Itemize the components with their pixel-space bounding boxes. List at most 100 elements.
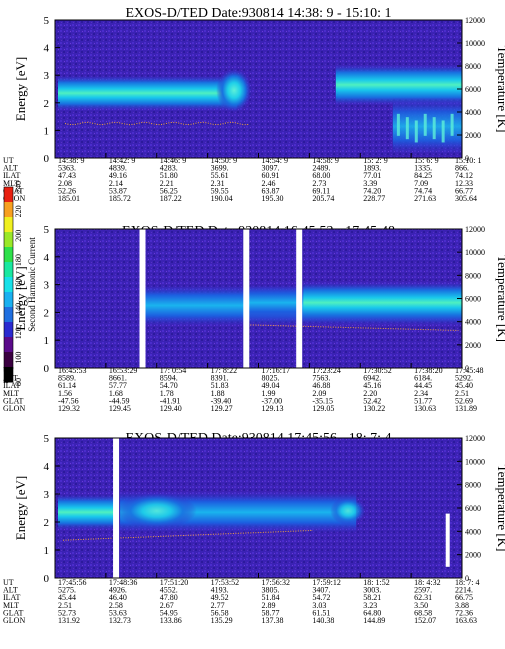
table-cell: 2.73 [312,179,326,188]
table-cell: 61.14 [58,381,76,390]
table-cell: 3407. [312,586,330,595]
table-cell: 17:38:20 [414,366,442,375]
y2-tick-label: 6000 [465,85,481,94]
table-cell: 46.88 [312,381,330,390]
table-row-label: MLT [3,389,19,398]
y2-tick-label: 8000 [465,271,481,280]
y-tick-label: 2 [44,307,50,319]
table-cell: 14:58: 9 [312,156,338,165]
ion-streak [405,117,409,140]
y2-tick-label: 6000 [465,504,481,513]
table-cell: 6184. [414,374,432,383]
table-cell: -39.40 [211,396,232,405]
table-cell: 2.58 [109,601,123,610]
y-tick-label: 4 [44,252,50,264]
ion-streak [432,117,436,140]
colorbar-tick-label: 180 [14,254,23,266]
table-cell: 3.23 [363,601,377,610]
y-tick-label: 4 [44,461,50,473]
table-cell: -37.00 [262,396,283,405]
table-cell: 12.33 [455,179,473,188]
panel-1: EXOS-D/TED Date:930814 14:38: 9 - 15:10:… [3,6,505,203]
y2-axis-label: Temperature [K] [495,465,505,552]
data-gap [113,438,120,578]
table-cell: 64.80 [363,608,381,617]
table-cell: 4552. [160,586,178,595]
table-cell: 53.63 [109,608,127,617]
colorbar-segment [4,262,13,278]
table-cell: -47.56 [58,396,79,405]
y-axis-label: Energy [eV] [13,476,28,540]
table-cell: 47.43 [58,171,76,180]
table-cell: 66.77 [455,186,473,195]
y2-tick-label: 4000 [465,108,481,117]
y-tick-label: 0 [44,573,50,585]
colorbar-label: Second Harmonic Current [27,237,37,332]
table-cell: 195.30 [262,194,284,203]
ion-band-early [58,494,115,531]
table-cell: 14:42: 9 [109,156,135,165]
y-tick-label: 2 [44,517,50,529]
y-tick-label: 3 [44,70,50,82]
table-cell: 15: 6: 9 [414,156,438,165]
table-cell: 228.77 [363,194,385,203]
table-cell: 17:23:24 [312,366,340,375]
table-cell: 17:45:48 [455,366,483,375]
table-cell: 3699. [211,164,229,173]
table-cell: 58.77 [262,608,280,617]
y2-tick-label: 4000 [465,318,481,327]
ion-band-end [330,496,367,525]
colorbar-tick-label: 80 [14,378,23,386]
table-cell: 130.22 [363,404,385,413]
y-tick-label: 1 [44,125,50,137]
table-cell: -41.91 [160,396,181,405]
y2-tick-label: 6000 [465,295,481,304]
table-cell: 1.56 [58,389,72,398]
y-tick-label: 5 [44,433,50,445]
table-cell: 62.31 [414,593,432,602]
table-cell: 44.45 [414,381,432,390]
table-cell: 6942. [363,374,381,383]
table-cell: 2.08 [58,179,72,188]
table-cell: 8661. [109,374,127,383]
table-cell: 144.89 [363,616,385,625]
y2-axis-label: Temperature [K] [495,46,505,133]
colorbar-segment [4,292,13,308]
table-cell: 17:30:52 [363,366,391,375]
table-row-label: GLON [3,616,25,625]
table-cell: 74.74 [414,186,432,195]
ion-streak [441,120,445,143]
table-cell: 14:54: 9 [262,156,288,165]
colorbar-tick-label: 220 [14,205,23,217]
table-cell: 8589. [58,374,76,383]
table-cell: 66.75 [455,593,473,602]
table-cell: 14:38: 9 [58,156,84,165]
table-cell: 17:16:17 [262,366,290,375]
y-tick-label: 1 [44,545,50,557]
colorbar-segment [4,367,13,383]
table-row-label: ILAT [3,171,20,180]
table-cell: 59.55 [211,186,229,195]
table-cell: 5292. [455,374,473,383]
table-cell: 135.29 [211,616,233,625]
ion-streak [423,113,427,136]
panel-2: EXOS-D/TED Date:930814 16:45:53 - 17:45:… [3,224,505,413]
colorbar-tick-label: 240 [14,181,23,193]
y2-tick-label: 12000 [465,225,485,234]
table-row-label: ILAT [3,593,20,602]
table-cell: 129.27 [211,404,233,413]
table-cell: 2.89 [262,601,276,610]
table-cell: 18: 4:32 [414,578,440,587]
table-cell: 18: 7: 4 [455,578,479,587]
table-cell: 7.09 [414,179,428,188]
table-cell: 2.14 [109,179,123,188]
table-cell: 57.77 [109,381,127,390]
y2-axis-label: Temperature [K] [495,255,505,342]
table-cell: 140.38 [312,616,334,625]
table-cell: 5363. [58,164,76,173]
colorbar-tick-label: 120 [14,327,23,339]
table-cell: 14:50: 9 [211,156,237,165]
table-cell: 16:45:53 [58,366,86,375]
table-cell: 18: 1:52 [363,578,389,587]
table-cell: 1893. [363,164,381,173]
